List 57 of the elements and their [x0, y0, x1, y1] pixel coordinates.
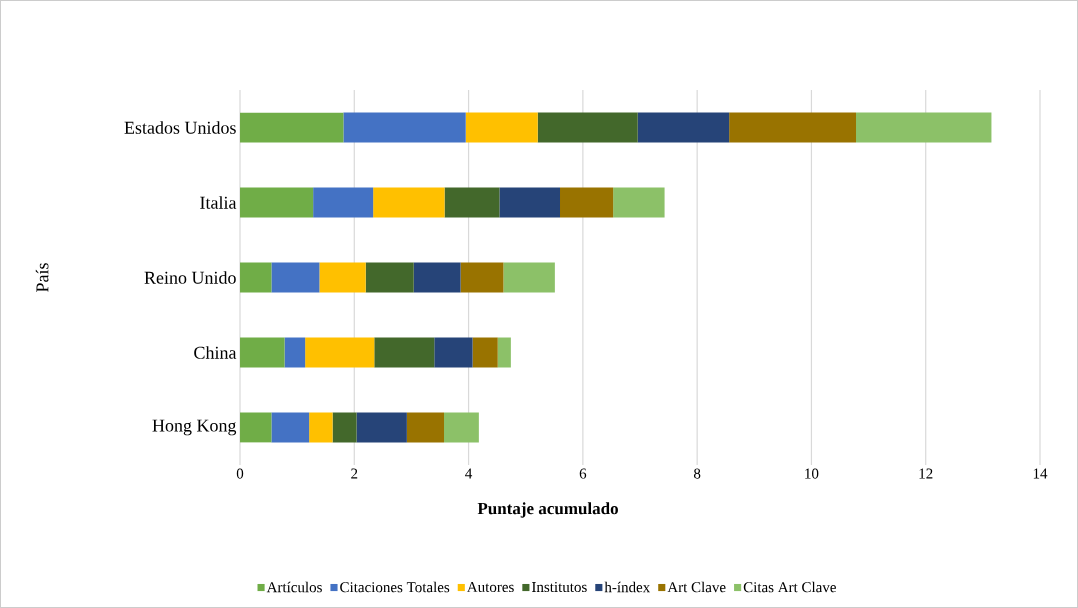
bar	[271, 412, 310, 443]
bar	[560, 187, 614, 218]
y-tick-label: China	[194, 346, 237, 359]
bar	[537, 112, 638, 143]
bar	[305, 337, 375, 368]
bar	[240, 262, 272, 293]
bar	[271, 262, 320, 293]
bar	[413, 262, 461, 293]
bar	[856, 112, 992, 143]
y-tick-label: Reino Unido	[144, 271, 236, 284]
y-axis-title: País	[35, 263, 49, 292]
legend-label: Institutos	[531, 581, 587, 593]
x-tick-label: 2	[351, 468, 358, 479]
x-tick-label: 10	[805, 468, 819, 479]
bar	[444, 412, 479, 443]
x-tick-label: 6	[579, 468, 587, 479]
bar	[613, 187, 665, 218]
bar	[284, 337, 306, 368]
x-axis-title: Puntaje acumulado	[477, 502, 618, 518]
bar	[434, 337, 473, 368]
y-tick-label: Italia	[200, 196, 237, 209]
bar	[374, 337, 435, 368]
legend-label: Citas Art Clave	[743, 581, 836, 593]
legend-label: Autores	[466, 581, 514, 593]
bar	[465, 112, 538, 143]
bar	[309, 412, 333, 443]
bar	[497, 337, 511, 368]
bar	[444, 187, 500, 218]
bar	[356, 412, 407, 443]
bar	[240, 187, 314, 218]
bar	[343, 112, 466, 143]
bar	[637, 112, 730, 143]
bar	[240, 337, 285, 368]
bar	[332, 412, 357, 443]
bar	[240, 412, 272, 443]
y-tick-label: Hong Kong	[152, 419, 237, 436]
bar	[365, 262, 414, 293]
x-tick-label: 0	[236, 468, 244, 479]
bar	[472, 337, 498, 368]
legend-label: h-índex	[604, 581, 651, 593]
x-tick-label: 8	[693, 468, 701, 479]
y-tick-label: Estados Unidos	[124, 121, 236, 134]
bar	[319, 262, 366, 293]
legend-label: Artículos	[266, 581, 322, 593]
bar	[503, 262, 555, 293]
bar	[406, 412, 444, 443]
x-tick-label: 4	[465, 468, 473, 479]
bar	[240, 112, 344, 143]
bar	[460, 262, 504, 293]
x-tick-label: 14	[1033, 468, 1048, 479]
bar	[729, 112, 857, 143]
legend-label: Art Clave	[667, 581, 726, 593]
bar	[373, 187, 445, 218]
legend-label: Citaciones Totales	[340, 581, 450, 593]
x-tick-label: 12	[919, 468, 933, 479]
bar	[499, 187, 561, 218]
bar	[313, 187, 374, 218]
